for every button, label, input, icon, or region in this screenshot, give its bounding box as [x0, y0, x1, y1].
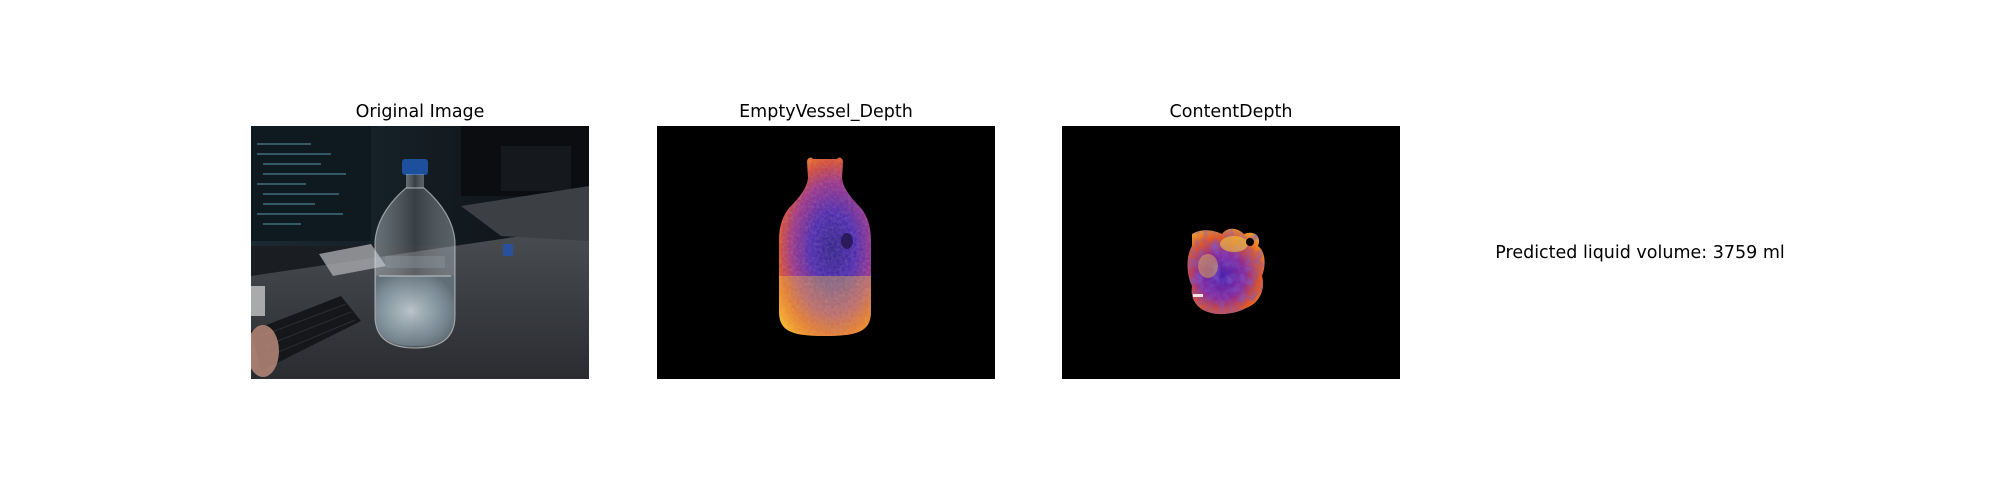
- predicted-volume-text: Predicted liquid volume: 3759 ml: [1495, 243, 1785, 263]
- original-image: [251, 126, 589, 379]
- empty-vessel-depth-map: [657, 126, 995, 379]
- bottle-shape: [374, 159, 456, 349]
- content-depth-map: [1062, 126, 1400, 379]
- original-image-title: Original Image: [355, 102, 485, 122]
- content-depth-title: ContentDepth: [1169, 102, 1293, 122]
- empty-vessel-depth-title: EmptyVessel_Depth: [739, 102, 913, 122]
